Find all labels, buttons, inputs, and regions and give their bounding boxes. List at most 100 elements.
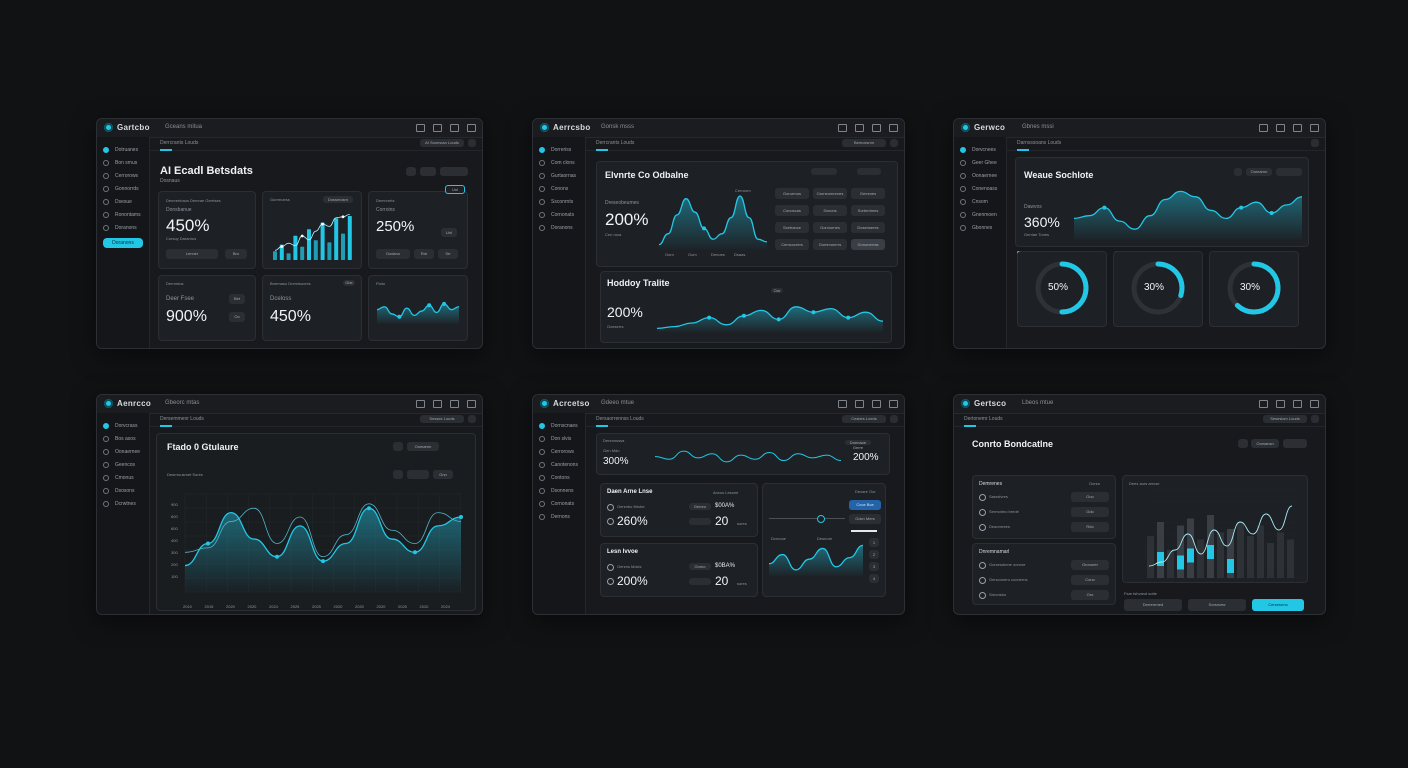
sidebar-item[interactable]: Dorvcrass: [103, 419, 143, 432]
toolbar-button[interactable]: AI Sonmcan Louds: [420, 139, 464, 147]
sidebar-active-item[interactable]: Doranons: [103, 238, 143, 248]
step-button[interactable]: 1: [869, 538, 879, 547]
range-button[interactable]: Oomarnn: [1246, 168, 1272, 176]
toolbar-button[interactable]: Bemoxsnm: [842, 139, 886, 147]
toggle-button[interactable]: [420, 167, 436, 176]
sidebar-item[interactable]: Cnsom: [960, 195, 1000, 208]
sidebar-item[interactable]: Gbonnes: [960, 221, 1000, 234]
sidebar-item[interactable]: Dcrwtnes: [103, 497, 143, 510]
sidebar-item[interactable]: Geencos: [103, 458, 143, 471]
grid-button[interactable]: Scetrance: [775, 222, 809, 233]
panel-button[interactable]: Rdr: [414, 249, 434, 259]
icon-button[interactable]: [1238, 439, 1248, 448]
panel-chip[interactable]: [857, 168, 881, 175]
sidebar-item[interactable]: Conenoass: [960, 182, 1000, 195]
grid-button[interactable]: Sxnons: [813, 205, 847, 216]
sidebar-item[interactable]: Dotruanes: [103, 143, 143, 156]
notification-icon[interactable]: [1293, 400, 1302, 408]
panel-button[interactable]: Srr: [438, 249, 458, 259]
sidebar-item[interactable]: Oonaernee: [103, 445, 143, 458]
more-button[interactable]: [1311, 139, 1319, 147]
grid-button[interactable]: Cemcocrers: [775, 239, 809, 250]
panel-button[interactable]: Oodano: [376, 249, 410, 259]
window-icon[interactable]: [838, 400, 847, 408]
sidebar-item[interactable]: Cerrorows: [539, 445, 579, 458]
range-button[interactable]: Oomarnn: [407, 442, 439, 451]
notification-icon[interactable]: [450, 124, 459, 132]
range-button[interactable]: [407, 470, 429, 479]
sidebar-item[interactable]: Canotenons: [539, 458, 579, 471]
icon-button[interactable]: [393, 470, 403, 479]
more-button[interactable]: [468, 139, 476, 147]
stat-chip[interactable]: Gemro: [689, 503, 711, 510]
sidebar-item[interactable]: Bos asos: [103, 432, 143, 445]
step-button[interactable]: 4: [869, 574, 879, 583]
sidebar-item[interactable]: Cmonus: [103, 471, 143, 484]
toolbar-button[interactable]: Sesses Louds: [420, 415, 464, 423]
more-button[interactable]: [890, 139, 898, 147]
icon-button[interactable]: [1234, 168, 1242, 176]
sidebar-item[interactable]: Dorvcnees: [960, 143, 1000, 156]
panel-button[interactable]: Bet: [229, 294, 245, 304]
sidebar-item[interactable]: Doranons: [103, 221, 143, 234]
sidebar-item[interactable]: Dsesue: [103, 195, 143, 208]
user-icon[interactable]: [1310, 400, 1319, 408]
sidebar-item[interactable]: Bon smus: [103, 156, 143, 169]
more-button[interactable]: [468, 415, 476, 423]
toolbar-button[interactable]: Seseslom Louds: [1263, 415, 1307, 423]
footer-button[interactable]: Cersesrmo: [1252, 599, 1304, 611]
sidebar-item[interactable]: Cornonats: [539, 208, 579, 221]
footer-button[interactable]: Derrerrmed: [1124, 599, 1182, 611]
grid-button[interactable]: Dosenseres: [851, 222, 885, 233]
row-button[interactable]: Oronorer: [1071, 560, 1109, 570]
sidebar-item[interactable]: Oonaernee: [960, 169, 1000, 182]
sidebar-item[interactable]: Dornscnaes: [539, 419, 579, 432]
slider-handle[interactable]: [817, 515, 825, 523]
sidebar-item[interactable]: Dsonnens: [539, 484, 579, 497]
more-button[interactable]: [1276, 168, 1302, 176]
row-button[interactable]: Oro: [1071, 590, 1109, 600]
grid-button[interactable]: Gemmes: [851, 188, 885, 199]
sidebar-item[interactable]: Doranons: [539, 221, 579, 234]
toolbar-button[interactable]: Cesbes Loeds: [842, 415, 886, 423]
icon-button[interactable]: [406, 167, 416, 176]
step-button[interactable]: 2: [869, 550, 879, 559]
user-icon[interactable]: [1310, 124, 1319, 132]
user-icon[interactable]: [467, 400, 476, 408]
sidebar-item[interactable]: Dernons: [539, 510, 579, 523]
icon-button[interactable]: [393, 442, 403, 451]
panel-chip[interactable]: Doenaoe Gerre: [845, 440, 871, 450]
sidebar-item[interactable]: Gnenmoen: [960, 208, 1000, 221]
sidebar-item[interactable]: Dsosons: [103, 484, 143, 497]
copy-icon[interactable]: [433, 124, 442, 132]
range-button[interactable]: [440, 167, 468, 176]
more-button[interactable]: [1283, 439, 1307, 448]
sidebar-item[interactable]: Don slvis: [539, 432, 579, 445]
sidebar-item[interactable]: Ssconrnts: [539, 195, 579, 208]
sidebar-item[interactable]: Gonnorrds: [103, 182, 143, 195]
panel-chip[interactable]: [811, 168, 837, 175]
window-icon[interactable]: [416, 124, 425, 132]
step-button[interactable]: 3: [869, 562, 879, 571]
grid-button[interactable]: Sorterdmes: [851, 205, 885, 216]
copy-icon[interactable]: [1276, 400, 1285, 408]
secondary-button[interactable]: Gdcn Mers: [849, 514, 881, 524]
stat-chip[interactable]: Gnmo: [689, 563, 711, 570]
user-icon[interactable]: [889, 400, 898, 408]
sidebar-item[interactable]: Com clons: [539, 156, 579, 169]
sidebar-item[interactable]: Cornonats: [539, 497, 579, 510]
notification-icon[interactable]: [1293, 124, 1302, 132]
notification-icon[interactable]: [450, 400, 459, 408]
sidebar-item[interactable]: Conons: [539, 182, 579, 195]
grid-button[interactable]: Gorurrnos: [775, 188, 809, 199]
grid-button[interactable]: Gunonerras: [851, 239, 885, 250]
sidebar-item[interactable]: Dorreriss: [539, 143, 579, 156]
sidebar-item[interactable]: Cerrorows: [103, 169, 143, 182]
sidebar-item[interactable]: Geer Ghee: [960, 156, 1000, 169]
panel-button[interactable]: Unl: [441, 228, 457, 237]
sidebar-item[interactable]: Contons: [539, 471, 579, 484]
notification-icon[interactable]: [872, 124, 881, 132]
copy-icon[interactable]: [855, 400, 864, 408]
grid-button[interactable]: Gonnornes: [813, 222, 847, 233]
slider-track[interactable]: [769, 518, 845, 519]
